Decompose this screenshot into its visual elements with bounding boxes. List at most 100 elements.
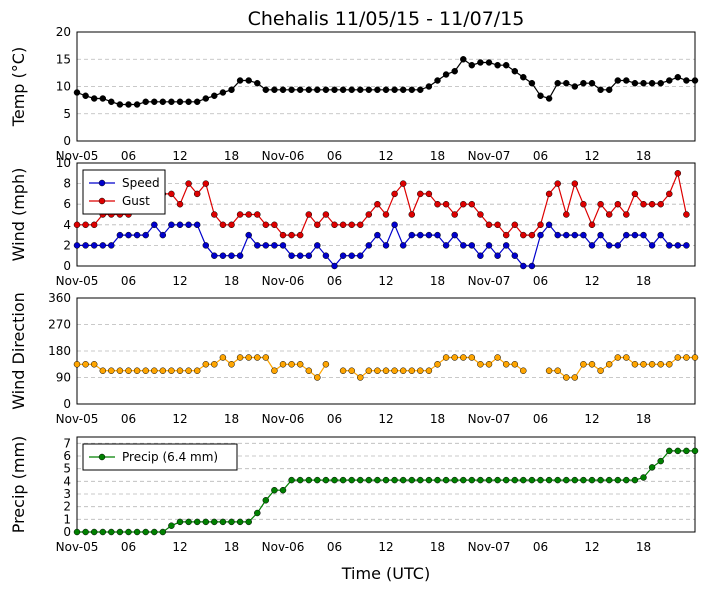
data-point [125,231,132,239]
data-point [434,77,441,84]
x-tick-label: 06 [533,149,548,163]
data-point [623,231,630,239]
x-tick-label: 18 [430,274,445,288]
data-point [125,367,132,374]
data-point [399,180,407,187]
data-point [211,92,218,100]
x-tick-label: 18 [430,149,445,163]
data-point [674,170,682,177]
data-point [322,361,330,368]
data-point [254,242,261,249]
data-point [219,518,227,526]
data-point [348,252,355,259]
data-point [391,476,398,484]
data-point [279,242,287,249]
data-point [605,86,613,94]
x-tick-label: Nov-06 [262,149,305,163]
data-point [305,252,313,259]
data-point [348,221,355,229]
data-point [357,374,364,381]
data-point [571,374,579,381]
x-tick-label: 18 [636,412,651,426]
data-point [520,231,527,239]
x-tick-label: Nov-05 [56,412,99,426]
panel-wind: 0 2 4 6 8 10 Nov-05 06 12 18 Nov-06 06 12 18 Nov-07 06 1… [9,156,696,288]
data-point [580,200,587,208]
data-point [494,61,501,69]
data-point [90,242,98,249]
data-point [151,98,158,106]
data-point [588,476,596,484]
data-point [477,59,484,66]
data-point [382,211,390,218]
series-line [77,356,327,379]
data-point [193,190,201,198]
y-tick-label: 2 [63,500,71,514]
data-point [168,190,175,198]
data-point [202,361,210,368]
data-point [288,231,295,239]
data-point [73,221,81,229]
data-point [434,200,441,208]
data-point [193,367,201,374]
data-point [425,367,433,374]
data-point [236,211,244,218]
data-point [305,86,313,94]
x-tick-label: 12 [584,412,599,426]
data-point [674,73,682,81]
data-point [460,242,467,249]
data-point [365,242,373,249]
data-point [331,221,338,229]
data-point [408,231,416,239]
data-point [520,476,527,484]
legend-label: Gust [122,194,150,208]
x-tick-label: 18 [224,540,239,554]
legend: Speed Gust [82,169,166,215]
x-tick-label: Nov-07 [468,540,511,554]
data-point [442,71,450,78]
data-point [108,242,115,249]
y-axis-label: Wind (mph) [9,168,28,262]
data-point [314,242,321,249]
y-tick-label: 0 [63,525,71,539]
data-point [425,83,433,90]
data-point [99,95,107,102]
data-point [168,522,175,529]
data-point [520,73,527,81]
data-point [331,86,338,94]
data-point [563,79,570,87]
data-point [236,518,244,526]
chart-title: Chehalis 11/05/15 - 11/07/15 [248,8,525,30]
data-point [82,242,89,249]
x-tick-label: 06 [533,540,548,554]
x-tick-label: 06 [121,149,136,163]
data-point [151,221,158,229]
data-point [151,528,158,536]
x-tick-label: 12 [378,412,393,426]
data-point [374,200,381,208]
data-point [520,262,527,270]
x-tick-label: 18 [224,274,239,288]
data-point [502,61,510,69]
data-point [494,252,501,259]
legend-label: Precip (6.4 mm) [122,450,218,464]
data-point [305,367,313,374]
data-point [296,252,304,259]
data-point [537,476,544,484]
data-point [322,252,330,259]
data-point [691,77,699,84]
data-point [374,86,381,94]
data-point [580,79,587,87]
data-point [245,211,252,218]
plot-frame [76,162,696,267]
data-point [683,77,690,84]
data-point [288,252,295,259]
data-point [640,231,647,239]
data-point [631,231,639,239]
data-point [82,361,89,368]
plot-frame [76,436,696,533]
data-point [262,242,270,249]
data-point [202,242,210,249]
data-point [554,79,561,87]
